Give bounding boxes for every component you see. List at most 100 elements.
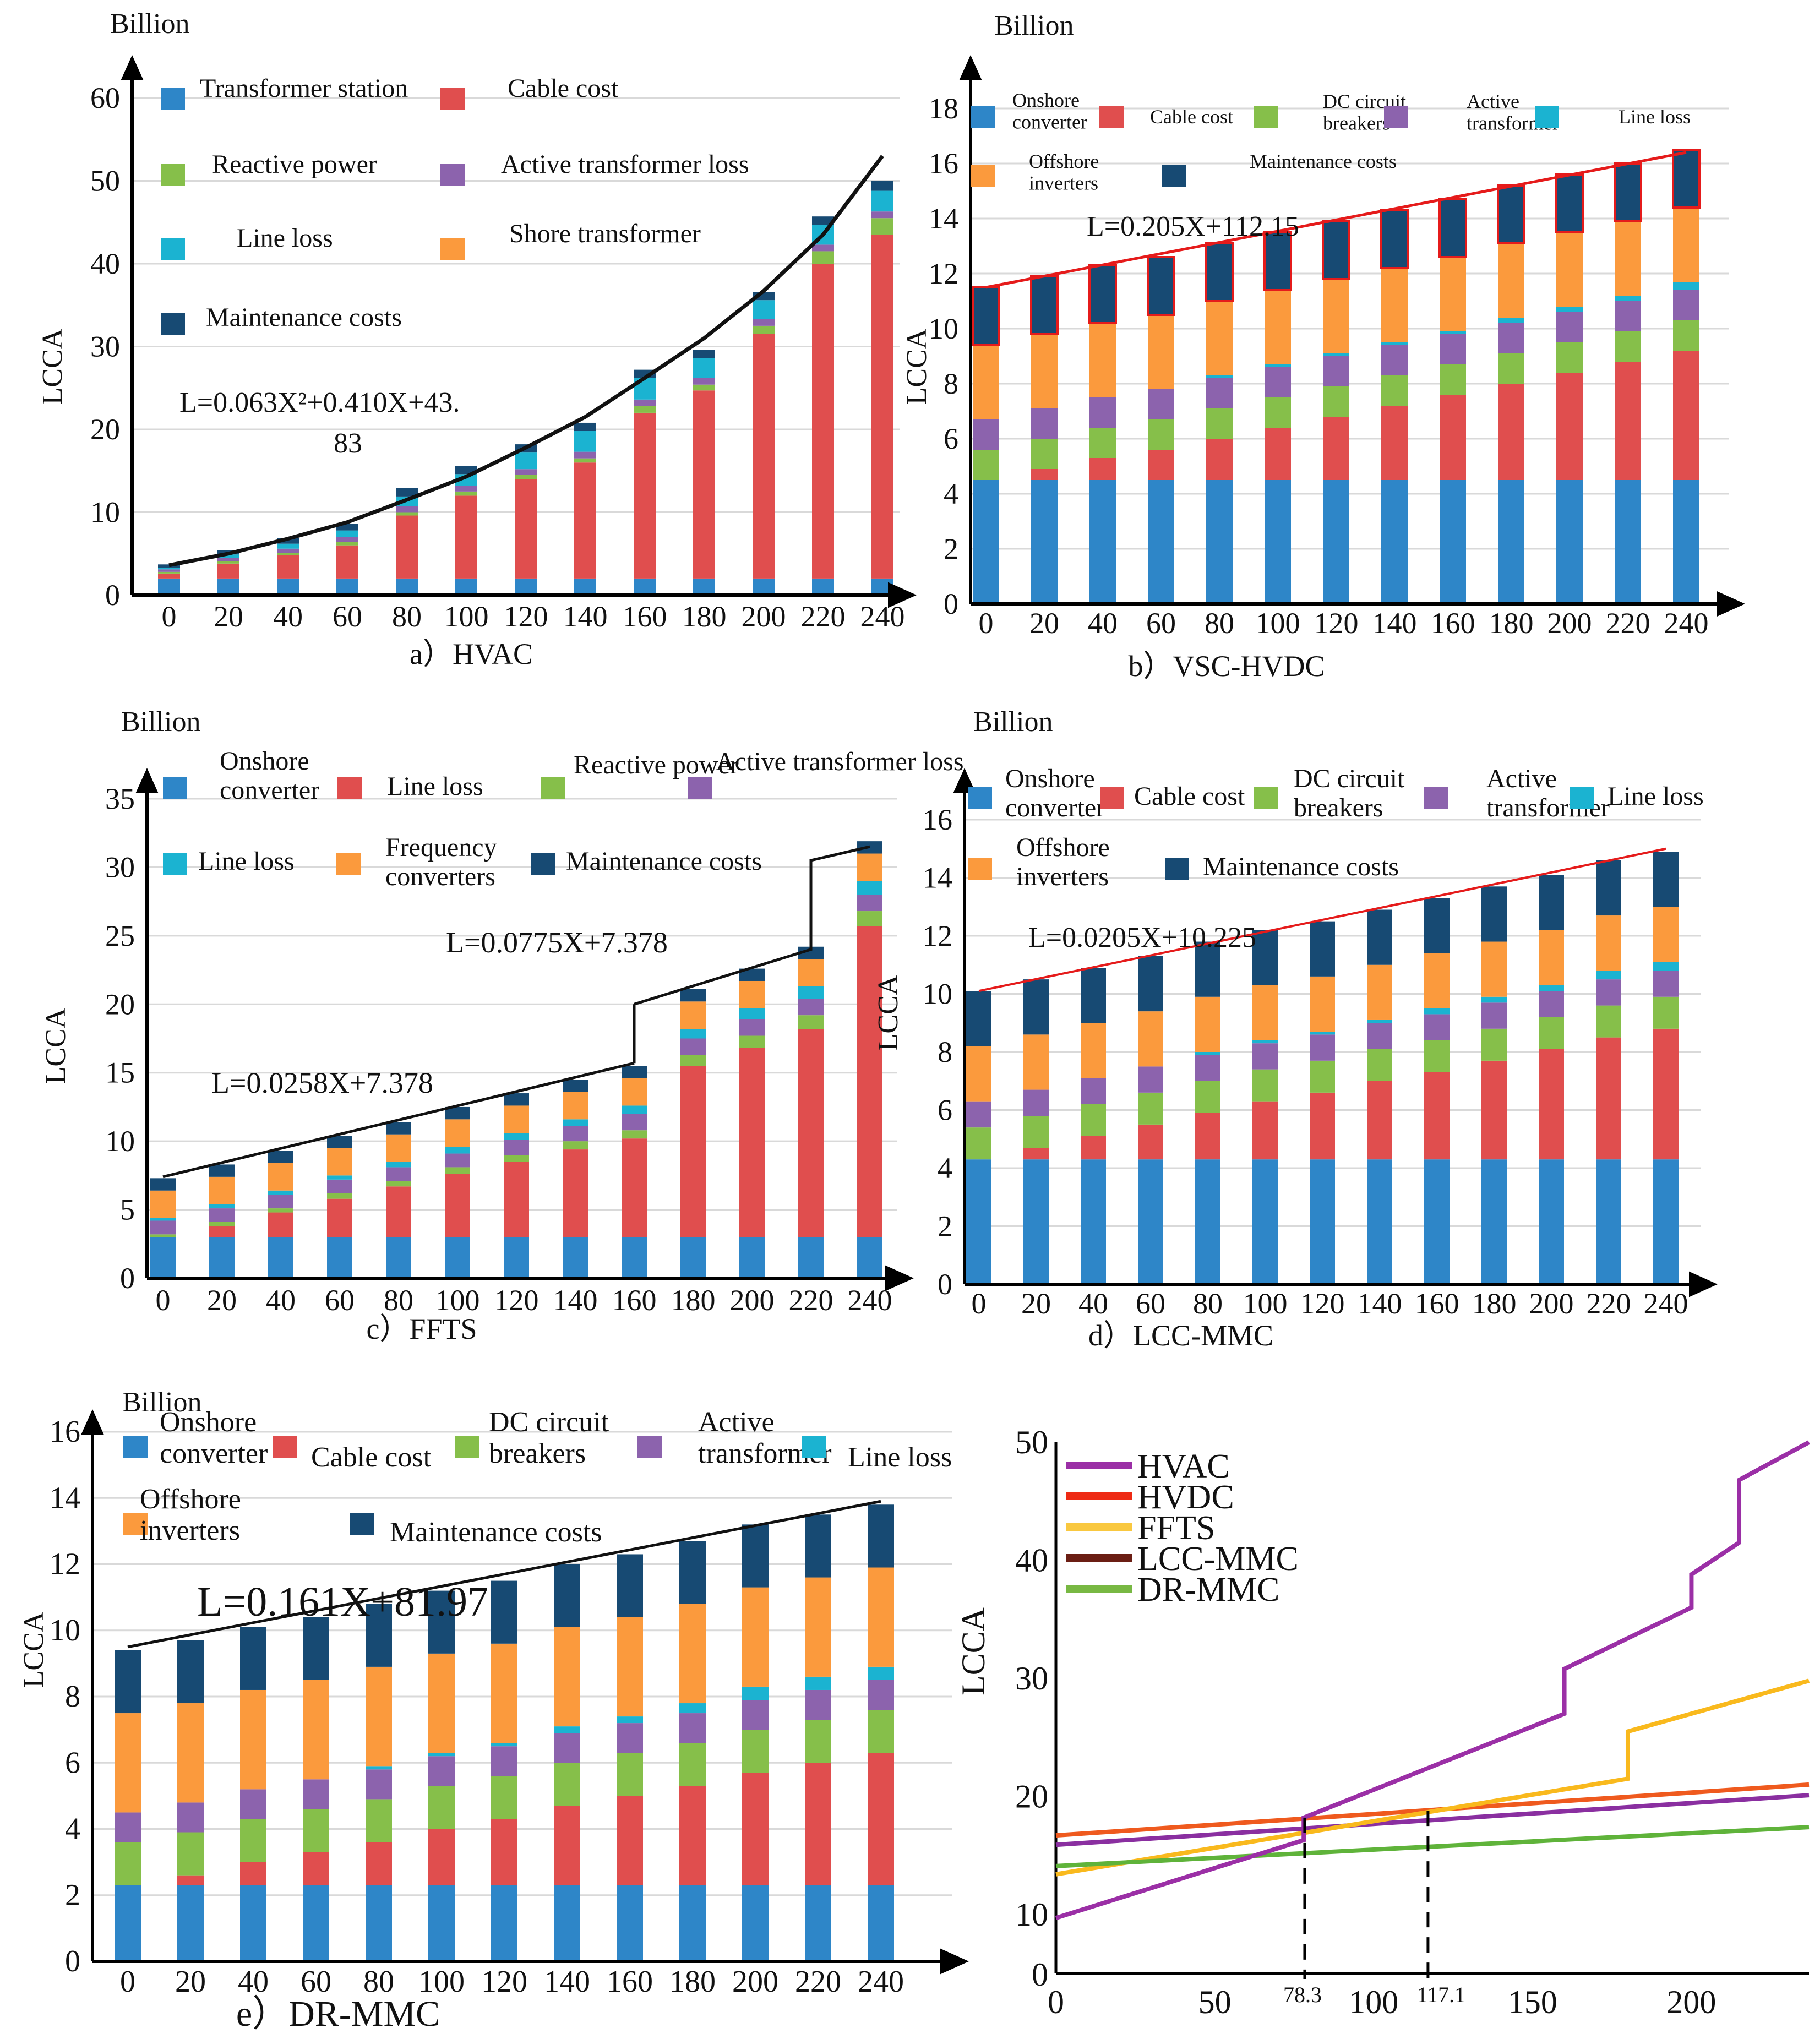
bar-segment xyxy=(303,1809,329,1852)
bar-segment xyxy=(1195,1113,1220,1160)
bar-segment xyxy=(240,1789,266,1819)
bar-segment xyxy=(966,1159,991,1284)
y-tick-label: 6 xyxy=(944,422,958,455)
bar-segment xyxy=(428,1590,455,1654)
bar-segment xyxy=(1081,968,1106,1023)
bar-segment xyxy=(504,1162,529,1237)
y-tick-label: 40 xyxy=(1015,1542,1048,1578)
x-tick-label: 180 xyxy=(671,1284,716,1317)
bar-segment xyxy=(150,1190,176,1218)
trend-line xyxy=(162,1061,635,1179)
bar-segment xyxy=(1381,480,1408,604)
bar-segment xyxy=(871,190,893,212)
bar-segment xyxy=(1498,480,1524,604)
x-tick-label: 40 xyxy=(238,1965,269,1999)
trend-line xyxy=(127,1500,881,1649)
x-tick-label: 200 xyxy=(742,600,786,633)
bar-segment xyxy=(739,1008,765,1019)
bar-segment xyxy=(268,1212,293,1237)
bar-segment xyxy=(268,1237,293,1278)
bar-segment xyxy=(798,986,824,999)
x-tick-label: 20 xyxy=(1029,607,1059,640)
bar-segment xyxy=(1081,1136,1106,1160)
legend-swatch xyxy=(337,777,362,799)
bar-segment xyxy=(303,1680,329,1780)
bar-outline xyxy=(1438,198,1467,258)
bar-segment xyxy=(209,1226,235,1237)
bar-segment xyxy=(1148,450,1174,480)
bar-segment xyxy=(1031,408,1058,439)
bar-segment xyxy=(150,1218,176,1221)
bar-segment xyxy=(1081,1023,1106,1078)
bar-segment xyxy=(622,1105,647,1114)
x-tick-label: 180 xyxy=(669,1965,716,1999)
bar-segment xyxy=(327,1237,352,1278)
bar-segment xyxy=(805,1720,831,1763)
legend-label: Cable cost xyxy=(508,74,619,103)
bar-segment xyxy=(1023,1089,1049,1116)
bar-segment xyxy=(679,1743,706,1786)
bar-segment xyxy=(868,1666,894,1680)
bar-segment xyxy=(1323,221,1349,279)
bar-segment xyxy=(1031,439,1058,469)
bar-segment xyxy=(742,1730,769,1773)
bar-segment xyxy=(857,881,882,895)
legend-label: Line loss xyxy=(198,847,295,876)
legend-swatch xyxy=(163,777,187,799)
bar-segment xyxy=(327,1179,352,1193)
y-tick-label: 50 xyxy=(1015,1424,1048,1460)
x-tick-label: 20 xyxy=(207,1284,237,1317)
x-tick-label: 40 xyxy=(266,1284,296,1317)
bar-segment xyxy=(1023,1034,1049,1090)
bar-segment xyxy=(1498,318,1524,323)
bar-segment xyxy=(217,561,239,564)
bar-segment xyxy=(1673,320,1699,351)
bar-segment xyxy=(209,1176,235,1204)
bar-segment xyxy=(1440,480,1466,604)
legend-swatch xyxy=(123,1436,148,1458)
bar-segment xyxy=(1138,1124,1163,1160)
bar-segment xyxy=(277,553,299,555)
bar-segment xyxy=(1440,364,1466,395)
y-tick-label: 60 xyxy=(90,81,120,115)
x-tick-label: 220 xyxy=(789,1284,833,1317)
bar-segment xyxy=(739,1019,765,1036)
y-tick-label: 18 xyxy=(929,92,958,125)
bar-segment xyxy=(268,1195,293,1209)
bar-segment xyxy=(327,1198,352,1237)
x-tick-label: 80 xyxy=(1193,1287,1223,1320)
bar-segment xyxy=(1138,1011,1163,1067)
x-tick-label: 80 xyxy=(392,600,422,633)
bar-segment xyxy=(1424,1159,1450,1284)
bar-segment xyxy=(115,1812,141,1842)
x-tick-label: 140 xyxy=(1372,607,1417,640)
bar-segment xyxy=(1138,1159,1163,1284)
y-tick-label: 2 xyxy=(65,1878,80,1912)
bar-segment xyxy=(693,358,715,378)
legend-swatch xyxy=(968,858,992,880)
bar-segment xyxy=(177,1703,204,1803)
bar-segment xyxy=(1653,1159,1679,1284)
legend-label: Maintenance costs xyxy=(390,1517,602,1548)
bar-segment xyxy=(1089,323,1116,397)
y-tick-label: 30 xyxy=(90,330,120,363)
bar-segment xyxy=(1252,1069,1278,1102)
x-tick-label: 0 xyxy=(162,600,177,633)
bar-segment xyxy=(1615,221,1641,296)
x-tick-label: 140 xyxy=(553,1284,598,1317)
bar-segment xyxy=(634,406,656,413)
unit-label: Billion xyxy=(121,706,200,738)
bar-segment xyxy=(1481,941,1507,997)
legend-label: Cable cost xyxy=(1150,106,1233,128)
bar-segment xyxy=(303,1852,329,1885)
bar-segment xyxy=(396,488,418,497)
bar-segment xyxy=(504,1105,529,1133)
y-tick-label: 8 xyxy=(65,1680,80,1714)
bar-segment xyxy=(515,452,537,470)
bar-segment xyxy=(1556,175,1583,232)
bar-segment xyxy=(268,1151,293,1163)
bar-segment xyxy=(563,1237,588,1278)
bar-segment xyxy=(177,1832,204,1876)
bar-segment xyxy=(1323,386,1349,417)
annotation-label: 117.1 xyxy=(1417,1982,1466,2007)
